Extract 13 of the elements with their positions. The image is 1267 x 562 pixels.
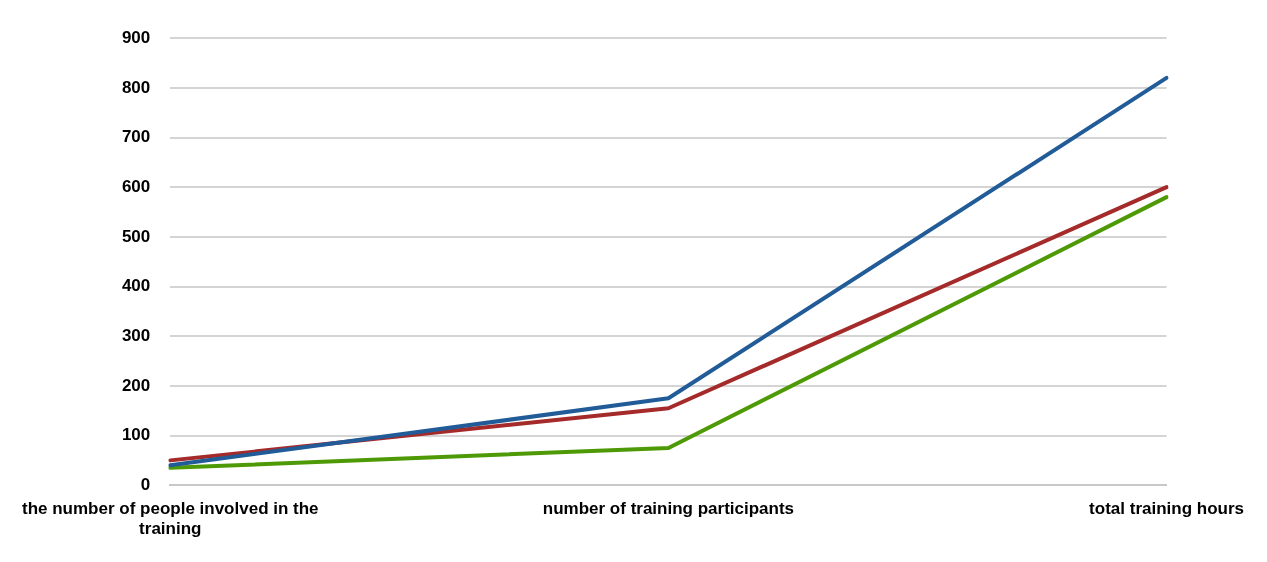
x-tick-label: the number of people involved in the training xyxy=(21,499,319,539)
y-tick-label: 700 xyxy=(121,127,151,147)
y-tick-label: 400 xyxy=(121,276,151,296)
y-tick-label: 0 xyxy=(140,474,151,494)
y-tick-label: 200 xyxy=(121,375,151,395)
y-tick-label: 500 xyxy=(121,226,151,246)
x-tick-label: number of training participants xyxy=(542,499,795,519)
y-tick-label: 800 xyxy=(121,77,151,97)
y-tick-label: 600 xyxy=(121,176,151,196)
y-tick-label: 300 xyxy=(121,325,151,345)
y-tick-label: 900 xyxy=(121,27,151,47)
x-tick-label: total training hours xyxy=(1089,499,1244,519)
y-tick-label: 100 xyxy=(121,425,151,445)
